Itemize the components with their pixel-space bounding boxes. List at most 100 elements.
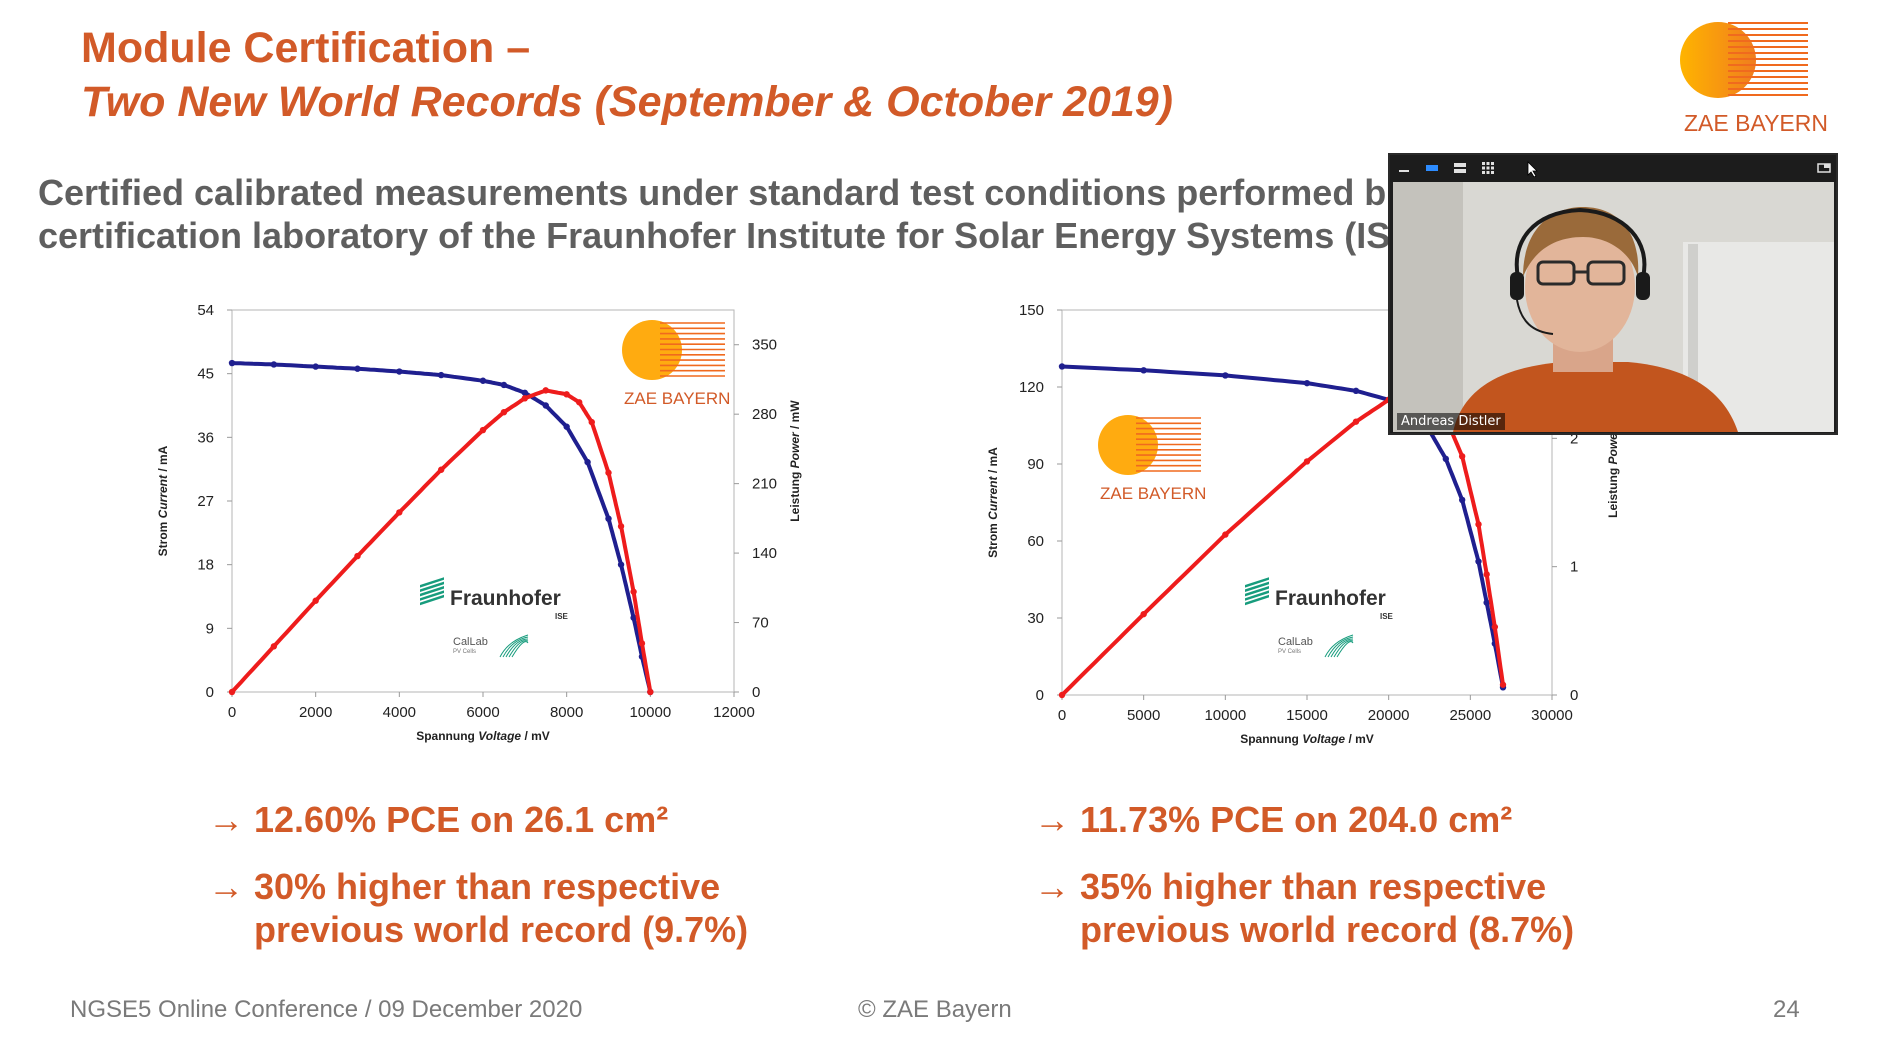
fullscreen-icon[interactable] xyxy=(1816,160,1832,176)
data-point-current xyxy=(228,359,236,367)
data-point-current xyxy=(521,389,529,396)
data-point-current xyxy=(396,368,403,375)
y-tick-label: 18 xyxy=(197,557,214,574)
callab-wave xyxy=(1336,641,1354,658)
y2-tick-label: 1 xyxy=(1570,559,1578,576)
fraunhofer-mark xyxy=(1245,590,1269,601)
y2-tick-label: 70 xyxy=(752,615,769,632)
zae-logo-text: ZAE BAYERN xyxy=(624,389,730,408)
fraunhofer-mark xyxy=(420,581,444,592)
x-tick-label: 25000 xyxy=(1449,707,1491,724)
data-point-current xyxy=(1303,379,1311,387)
x-tick-label: 12000 xyxy=(713,704,755,721)
data-point-current xyxy=(584,458,591,466)
data-point-power xyxy=(312,597,319,604)
data-point-power xyxy=(354,552,361,560)
y2-tick-label: 0 xyxy=(752,684,760,701)
data-point-power xyxy=(1458,453,1466,460)
data-point-power xyxy=(1058,691,1066,699)
y2-tick-label: 2 xyxy=(1570,430,1578,447)
subtitle-line-2: certification laboratory of the Fraunhof… xyxy=(38,215,1391,256)
data-point-power xyxy=(576,399,583,406)
callab-wave xyxy=(502,636,529,658)
data-point-power xyxy=(605,469,612,476)
zae-bayern-logo: ZAE BAYERN xyxy=(1680,20,1828,136)
y-tick-label: 9 xyxy=(206,620,214,637)
data-point-current xyxy=(354,365,361,372)
x-tick-label: 15000 xyxy=(1286,707,1328,724)
fraunhofer-mark xyxy=(1245,586,1269,597)
y-tick-label: 120 xyxy=(1019,379,1044,396)
y2-tick-label: 140 xyxy=(752,545,777,562)
y2-tick-label: 350 xyxy=(752,337,777,354)
x-tick-label: 10000 xyxy=(629,704,671,721)
video-toolbar xyxy=(1390,155,1836,182)
data-point-power xyxy=(1499,681,1507,688)
iv-chart-small-module: 0 2000 4000 6000 8000 10000 12000 0 9 18 27 36 45 54 0… xyxy=(156,302,802,743)
data-point-current xyxy=(1475,558,1482,565)
participant-name-label: Andreas Distler xyxy=(1397,413,1505,430)
callab-wave xyxy=(511,641,529,658)
data-point-current xyxy=(630,614,637,621)
arrow-right-icon: → xyxy=(1034,799,1070,840)
y-tick-label: 27 xyxy=(197,493,214,510)
left-bullet-record-cont: previous world record (9.7%) xyxy=(254,909,749,950)
y2-tick-label: 210 xyxy=(752,476,777,493)
callab-text: CalLab xyxy=(1278,636,1313,648)
right-bullet-pce-text: 11.73% PCE on 204.0 cm² xyxy=(1080,799,1513,840)
data-point-power xyxy=(1303,458,1311,465)
x-axis-label: Spannung Voltage / mV xyxy=(416,729,550,743)
right-bullet-record-text: 35% higher than respective xyxy=(1080,866,1547,907)
fraunhofer-text: Fraunhofer xyxy=(1275,587,1386,610)
data-point-power xyxy=(638,640,646,647)
data-point-power xyxy=(396,509,403,516)
arrow-right-icon: → xyxy=(208,866,244,907)
slide-title-subline: Two New World Records (September & Octob… xyxy=(81,78,1173,126)
data-point-power xyxy=(521,395,529,402)
data-point-power xyxy=(647,688,654,696)
arrow-right-icon: → xyxy=(1034,866,1070,907)
data-point-current xyxy=(312,363,319,370)
y-tick-label: 45 xyxy=(197,366,214,383)
x-tick-label: 2000 xyxy=(299,704,332,721)
right-bullet-record-cont: previous world record (8.7%) xyxy=(1080,909,1575,950)
data-point-power xyxy=(479,426,487,434)
fraunhofer-mark xyxy=(420,577,444,588)
data-point-power xyxy=(1491,623,1499,631)
data-point-power xyxy=(1483,571,1490,578)
data-point-current xyxy=(500,381,508,389)
zae-bayern-chart-logo: ZAE BAYERN xyxy=(1098,415,1206,503)
y-tick-label: 60 xyxy=(1027,533,1044,550)
fraunhofer-mark xyxy=(1245,577,1269,588)
y-tick-label: 0 xyxy=(206,684,214,701)
fraunhofer-mark xyxy=(1245,581,1269,592)
speaker-view-icon[interactable] xyxy=(1424,160,1440,176)
arrow-right-icon: → xyxy=(208,799,244,840)
minimize-icon[interactable] xyxy=(1396,160,1412,176)
data-point-current xyxy=(1352,387,1360,395)
gallery-view-icon[interactable] xyxy=(1480,160,1496,176)
pv-cells-text: PV Cells xyxy=(453,649,476,655)
zae-logo-text: ZAE BAYERN xyxy=(1684,110,1828,136)
callab-wave xyxy=(499,634,529,658)
data-point-current xyxy=(1458,496,1466,504)
footer-copyright: © ZAE Bayern xyxy=(858,996,1012,1023)
video-window[interactable]: Andreas Distler xyxy=(1388,153,1838,435)
x-tick-label: 20000 xyxy=(1368,707,1410,724)
data-point-power xyxy=(228,688,236,696)
callab-wave xyxy=(1324,634,1354,658)
y-axis-label: Strom Current / mA xyxy=(986,447,1000,558)
fraunhofer-text: Fraunhofer xyxy=(450,587,561,610)
pv-cells-text: PV Cells xyxy=(1278,649,1301,655)
y-tick-label: 0 xyxy=(1036,687,1044,704)
strip-view-icon[interactable] xyxy=(1452,160,1468,176)
data-point-power xyxy=(630,588,637,595)
data-point-current xyxy=(437,371,445,379)
data-point-current xyxy=(479,377,487,384)
data-point-power xyxy=(588,418,595,426)
data-point-current xyxy=(270,361,278,368)
data-point-power xyxy=(437,466,445,473)
data-point-current xyxy=(1442,455,1450,463)
zae-sun-icon xyxy=(1680,22,1808,98)
